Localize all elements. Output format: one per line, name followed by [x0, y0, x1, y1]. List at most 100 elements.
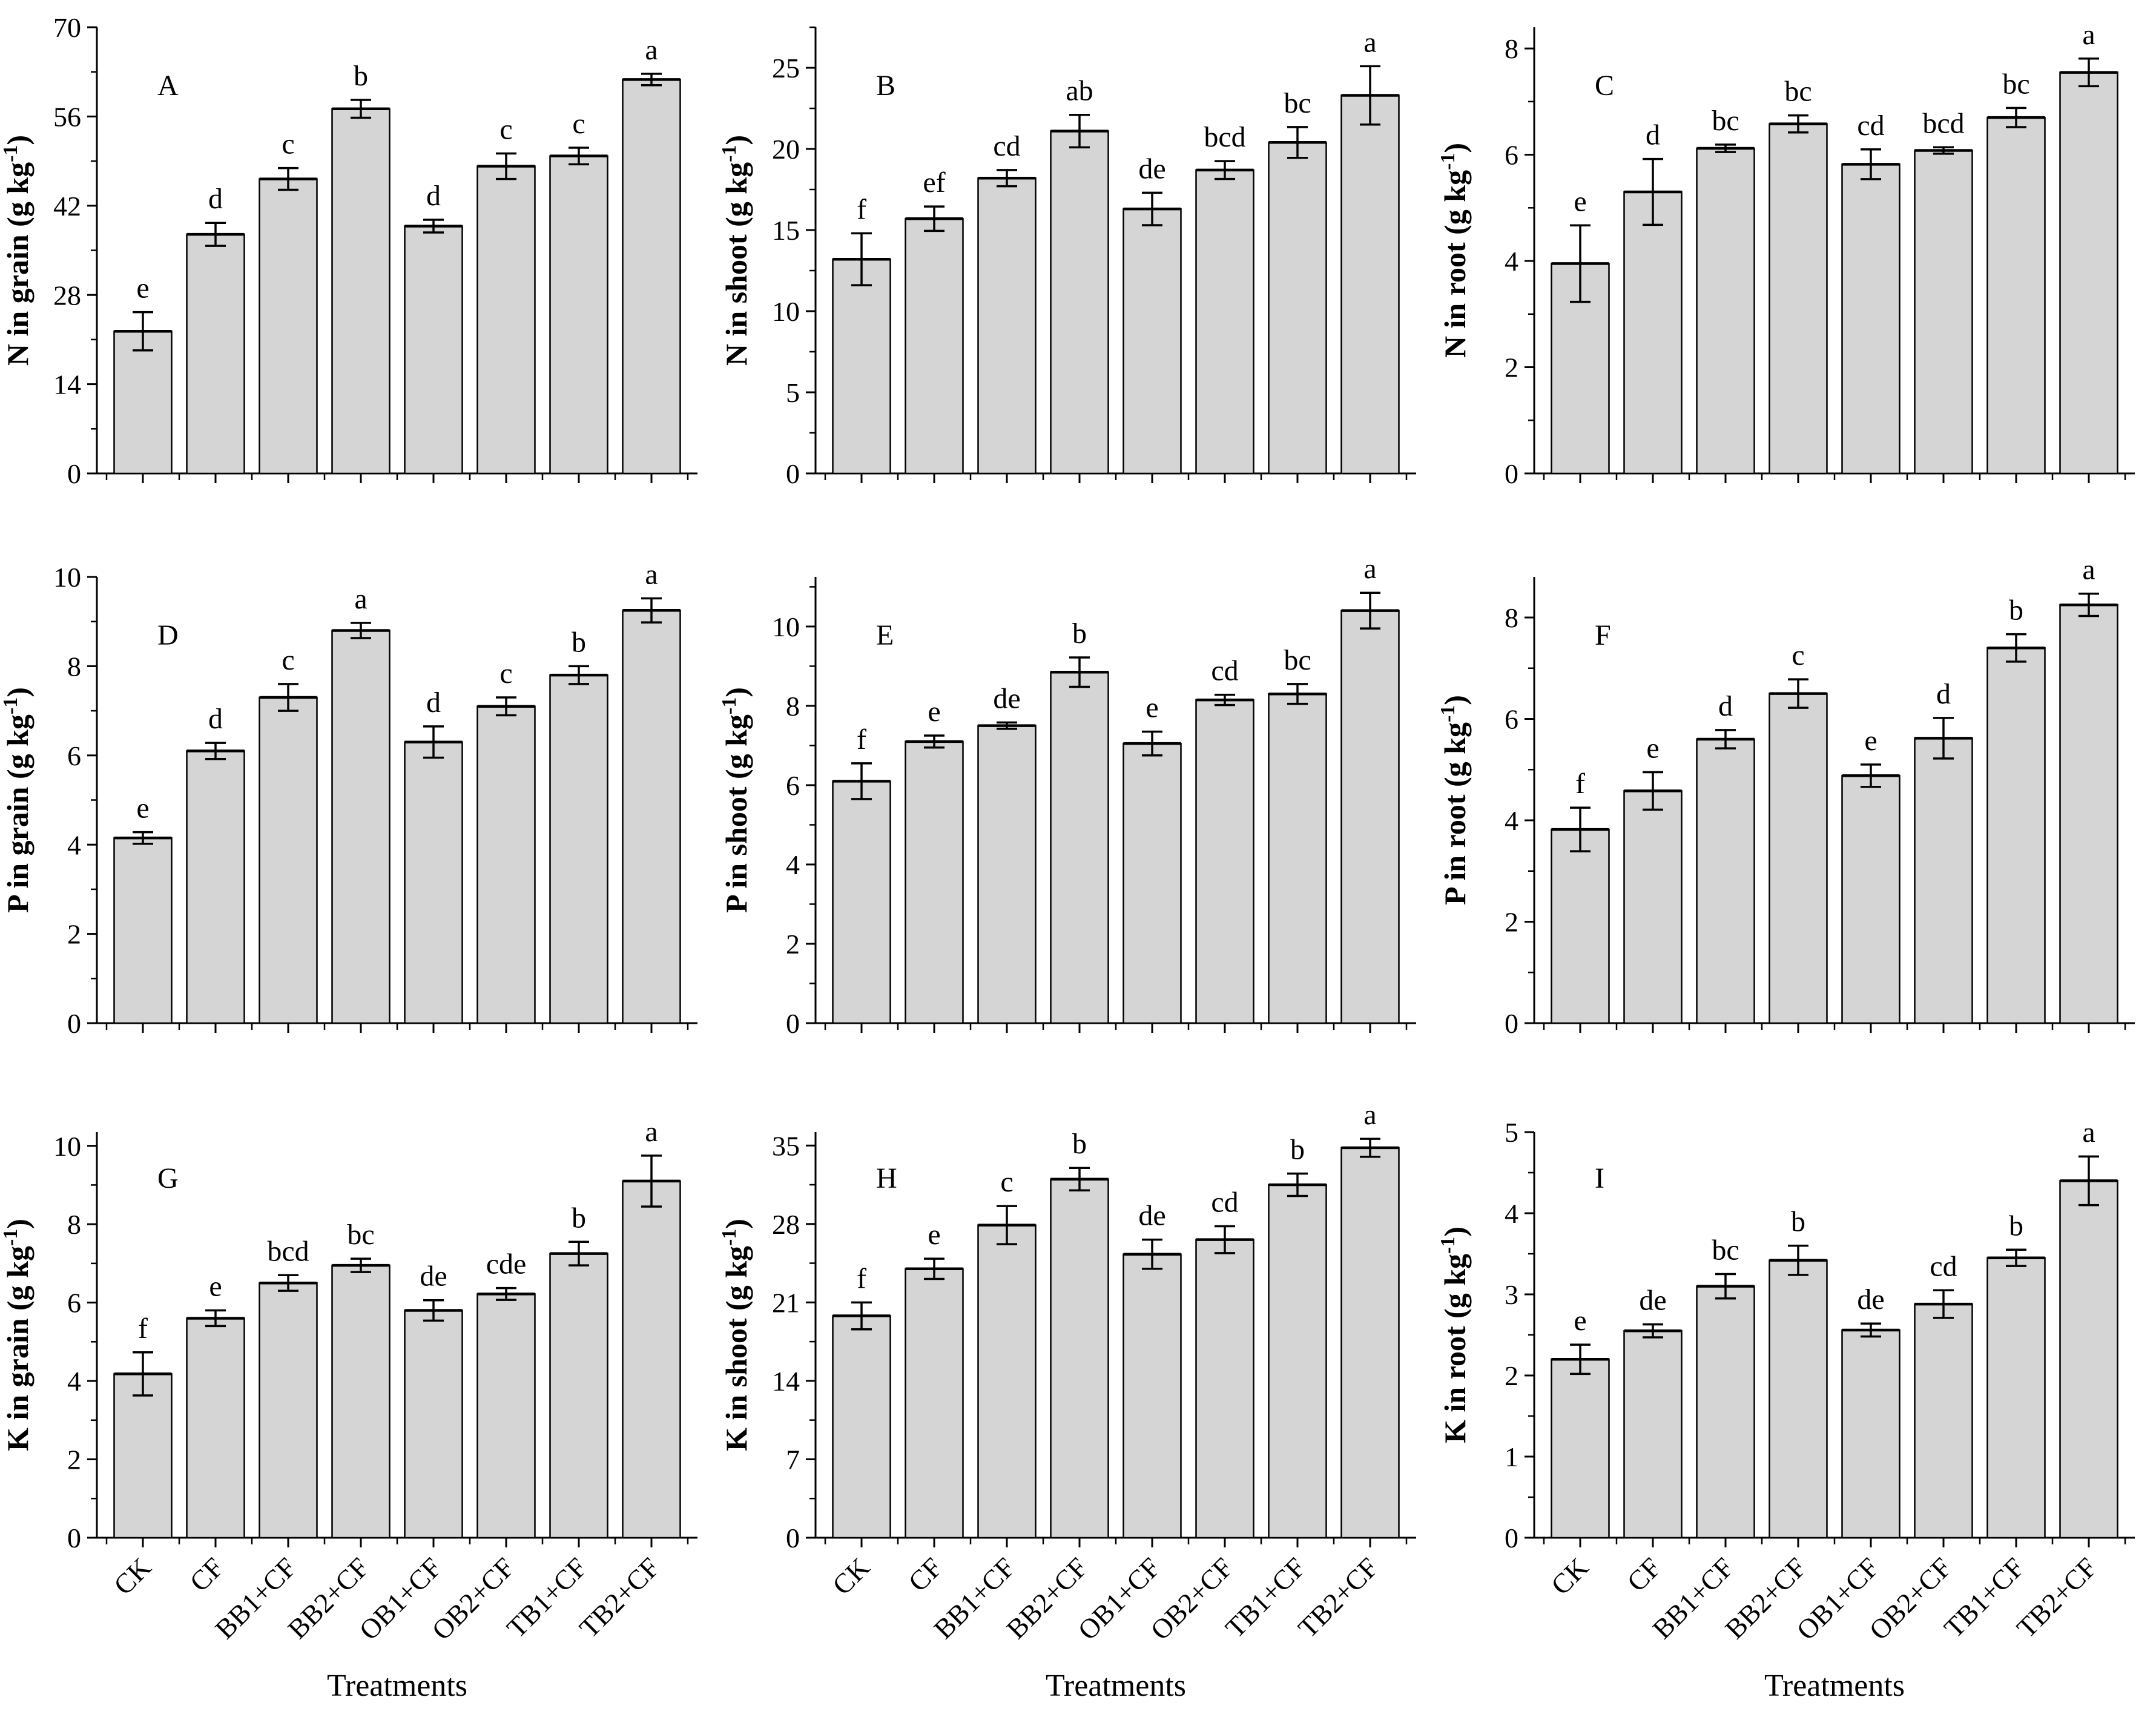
y-tick-label: 15	[772, 215, 800, 246]
sig-letter: d	[426, 687, 441, 719]
y-tick-label: 4	[1505, 246, 1518, 277]
bar-OB2+CF	[1195, 169, 1254, 475]
sig-letter: a	[645, 34, 658, 66]
y-tick-label: 0	[67, 1523, 81, 1553]
bar-OB2+CF	[1195, 1239, 1254, 1539]
y-tick-label: 14	[53, 369, 81, 400]
sig-letter: a	[1363, 1099, 1376, 1131]
sig-letter: d	[1718, 690, 1733, 722]
sig-letter: bc	[1284, 87, 1311, 119]
sig-letter: cde	[486, 1248, 527, 1280]
y-tick-label: 4	[1505, 1198, 1518, 1229]
chart-h: 0 7 14 21 28 35 K in shoot (g kg-1) Hf CK e CF c BB1…	[718, 1099, 1416, 1703]
bar-OB2+CF	[476, 1293, 536, 1539]
x-tick-label: CK	[1545, 1552, 1594, 1601]
bar-TB2+CF	[622, 1180, 681, 1539]
bar-CK	[113, 1373, 173, 1539]
bar-TB1+CF	[1268, 693, 1327, 1024]
x-tick-label: OB2+CF	[426, 1552, 520, 1646]
bar-CK	[113, 330, 173, 475]
y-tick-label: 4	[67, 1366, 81, 1397]
x-tick-label: CK	[826, 1552, 875, 1601]
bar-TB2+CF	[622, 79, 681, 475]
y-tick-label: 10	[53, 1131, 81, 1162]
y-axis-title: K in grain (g kg-1)	[0, 1219, 35, 1451]
y-tick-label: 6	[786, 770, 800, 801]
y-tick-label: 0	[786, 1523, 800, 1553]
bar-CK	[1551, 828, 1610, 1024]
panel-letter: B	[876, 70, 895, 102]
chart-i: 0 1 2 3 4 5 K in root (g kg-1) Ie CK de CF bc BB1+CF…	[1437, 1116, 2135, 1703]
sig-letter: bc	[1284, 644, 1311, 676]
x-tick-label: CF	[183, 1552, 229, 1598]
x-tick-label: BB1+CF	[1646, 1552, 1739, 1645]
sig-letter: f	[857, 723, 866, 756]
bar-BB2+CF	[1769, 1259, 1828, 1539]
bar-OB1+CF	[1841, 163, 1901, 475]
sig-letter: d	[208, 703, 223, 735]
sig-letter: b	[572, 626, 586, 658]
y-tick-label: 6	[67, 1288, 81, 1319]
bar-CF	[186, 1317, 245, 1539]
y-tick-label: 8	[1505, 602, 1518, 633]
sig-letter: d	[1936, 678, 1951, 710]
bar-TB2+CF	[1340, 94, 1400, 475]
x-tick-label: TB2+CF	[2011, 1552, 2103, 1644]
bar-CF	[186, 233, 245, 475]
bar-BB1+CF	[259, 696, 318, 1024]
sig-letter: bc	[1712, 105, 1739, 137]
sig-letter: bc	[347, 1219, 374, 1251]
bar-BB1+CF	[1696, 738, 1755, 1024]
sig-letter: e	[1574, 1305, 1586, 1337]
bar-OB2+CF	[1914, 737, 1973, 1024]
bar-TB1+CF	[549, 674, 608, 1024]
bar-TB2+CF	[2059, 604, 2118, 1024]
bar-OB2+CF	[1914, 150, 1973, 475]
x-tick-label: TB2+CF	[1292, 1552, 1384, 1644]
bar-TB1+CF	[549, 1253, 608, 1539]
x-tick-label: OB2+CF	[1144, 1552, 1239, 1646]
sig-letter: c	[282, 128, 294, 160]
bar-BB1+CF	[977, 725, 1037, 1024]
y-tick-label: 2	[1505, 907, 1518, 938]
y-tick-label: 42	[53, 191, 81, 222]
y-tick-label: 5	[786, 377, 800, 408]
bar-BB2+CF	[1050, 130, 1109, 475]
y-tick-label: 2	[67, 919, 81, 950]
y-tick-label: 2	[1505, 1360, 1518, 1391]
y-tick-label: 8	[786, 691, 800, 722]
x-tick-label: CF	[902, 1552, 948, 1598]
sig-letter: ab	[1066, 75, 1093, 107]
bar-CK	[113, 837, 173, 1024]
bar-TB1+CF	[1986, 116, 2046, 475]
panel-letter: A	[157, 70, 179, 102]
panel-letter: H	[876, 1162, 897, 1194]
bar-TB2+CF	[2059, 71, 2118, 475]
y-tick-label: 14	[772, 1366, 800, 1397]
sig-letter: c	[1000, 1166, 1013, 1198]
bar-CF	[1623, 790, 1683, 1024]
sig-letter: a	[2082, 19, 2095, 51]
sig-letter: e	[1646, 732, 1659, 764]
bar-OB2+CF	[476, 705, 536, 1024]
sig-letter: b	[1072, 1128, 1087, 1160]
bar-TB2+CF	[622, 610, 681, 1024]
sig-letter: f	[138, 1313, 148, 1345]
sig-letter: b	[354, 60, 368, 92]
bar-BB2+CF	[1050, 671, 1109, 1024]
sig-letter: e	[1146, 691, 1158, 723]
bar-OB2+CF	[476, 165, 536, 475]
sig-letter: a	[645, 558, 658, 590]
bar-BB2+CF	[331, 108, 391, 475]
bar-CK	[1551, 1358, 1610, 1539]
bar-TB2+CF	[1340, 610, 1400, 1024]
sig-letter: bc	[2002, 68, 2029, 100]
sig-letter: a	[2082, 1116, 2095, 1148]
bar-CF	[905, 740, 964, 1024]
bar-TB1+CF	[1268, 142, 1327, 475]
